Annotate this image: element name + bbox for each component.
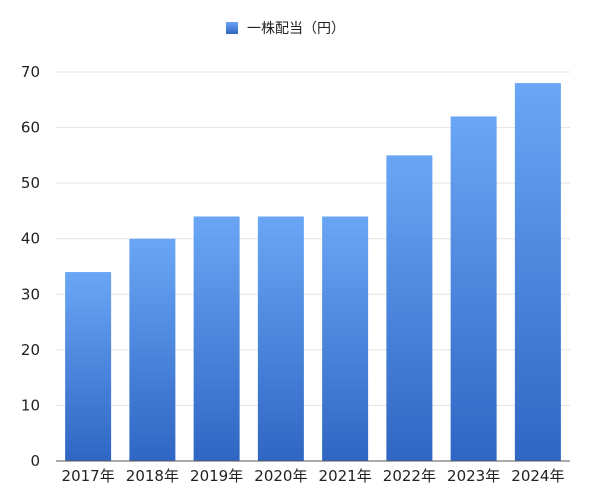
bar-8 [514, 83, 561, 461]
bar-2 [129, 238, 176, 461]
bar-5 [322, 216, 369, 461]
x-axis-ticks: 2017年 2018年 2019年 2020年 2021年 2022年 2023年 2024年 [62, 467, 565, 485]
x-tick-label: 2019年 [190, 467, 243, 485]
y-tick-label: 10 [21, 396, 40, 414]
bar-3 [193, 216, 240, 461]
y-tick-label: 20 [21, 341, 40, 359]
x-tick-label: 2017年 [62, 467, 115, 485]
x-tick-label: 2020年 [254, 467, 307, 485]
y-tick-label: 50 [21, 174, 40, 192]
x-tick-label: 2021年 [319, 467, 372, 485]
x-tick-label: 2018年 [126, 467, 179, 485]
x-tick-label: 2022年 [383, 467, 436, 485]
y-axis-ticks: 0 10 20 30 40 50 60 70 [21, 63, 40, 470]
chart-legend: 一株配当（円） [226, 21, 345, 37]
y-tick-label: 0 [30, 452, 40, 470]
bar-7 [450, 116, 497, 461]
bar-4 [257, 216, 304, 461]
legend-swatch [226, 22, 238, 34]
x-tick-label: 2024年 [511, 467, 564, 485]
legend-label: 一株配当（円） [247, 21, 345, 37]
x-tick-label: 2023年 [447, 467, 500, 485]
y-tick-label: 40 [21, 230, 40, 248]
y-tick-label: 70 [21, 63, 40, 81]
y-tick-label: 30 [21, 285, 40, 303]
bars [65, 83, 561, 461]
y-tick-label: 60 [21, 119, 40, 137]
bar-6 [386, 155, 433, 461]
bar-1 [65, 272, 112, 461]
